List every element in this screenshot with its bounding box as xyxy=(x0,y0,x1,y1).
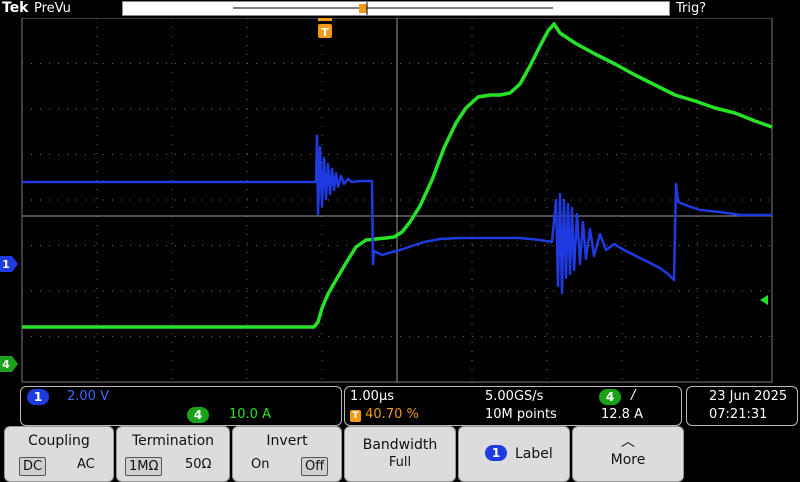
svg-text:4: 4 xyxy=(2,358,10,371)
label-text: Label xyxy=(515,446,553,462)
termination-50ohm-option[interactable]: 50Ω xyxy=(185,457,212,472)
sample-rate: 5.00GS/s xyxy=(485,389,544,404)
coupling-softkey[interactable]: Coupling DC AC xyxy=(4,426,114,482)
trigger-position-marker[interactable]: T xyxy=(318,18,332,39)
ch4-scale: 10.0 A xyxy=(229,407,271,422)
invert-off-option[interactable]: Off xyxy=(301,457,329,476)
record-length: 10M points xyxy=(485,407,557,422)
ch4-waveform xyxy=(22,22,773,329)
trigger-level: 12.8 A xyxy=(601,407,643,422)
record-view-bar[interactable] xyxy=(122,1,670,16)
ch4-badge: 4 xyxy=(187,407,209,423)
svg-text:T: T xyxy=(321,26,329,39)
trigger-position-badge: T 40.70 % xyxy=(350,407,419,422)
time: 07:21:31 xyxy=(709,407,768,422)
acquisition-status-panel[interactable]: 1.00µs T 40.70 % 5.00GS/s 10M points 4 /… xyxy=(344,386,682,426)
termination-1mohm-option[interactable]: 1MΩ xyxy=(125,457,163,476)
coupling-ac-option[interactable]: AC xyxy=(77,457,95,472)
trigger-position: 40.70 % xyxy=(365,407,419,422)
bandwidth-softkey[interactable]: Bandwidth Full xyxy=(344,426,456,482)
invert-on-option[interactable]: On xyxy=(251,457,270,472)
ch1-badge: 1 xyxy=(27,389,49,405)
ch1-scale: 2.00 V xyxy=(67,389,109,404)
label-channel-badge: 1 xyxy=(485,445,507,461)
coupling-dc-option[interactable]: DC xyxy=(19,457,47,476)
more-text: More xyxy=(610,452,646,468)
ch1-waveform xyxy=(22,134,772,295)
acquisition-mode: PreVu xyxy=(34,1,71,16)
waveform-display[interactable]: T 1 4 xyxy=(0,17,800,384)
coupling-title: Coupling xyxy=(28,433,90,449)
view-window-marker xyxy=(359,4,367,13)
trigger-source-badge: 4 xyxy=(599,389,621,405)
label-softkey[interactable]: 1 Label xyxy=(458,426,570,482)
bandwidth-value: Full xyxy=(388,455,412,470)
date: 23 Jun 2025 xyxy=(709,389,788,404)
ch4-ground-marker[interactable]: 4 xyxy=(0,356,18,372)
ch1-ground-marker[interactable]: 1 xyxy=(0,256,18,272)
trigger-slope-icon: / xyxy=(631,388,636,403)
channel-status-panel[interactable]: 1 2.00 V 4 10.0 A xyxy=(20,386,342,426)
termination-softkey[interactable]: Termination 1MΩ 50Ω xyxy=(116,426,230,482)
invert-softkey[interactable]: Invert On Off xyxy=(232,426,342,482)
date-time-panel: 23 Jun 2025 07:21:31 xyxy=(686,386,798,426)
svg-text:1: 1 xyxy=(2,258,10,271)
top-bar: Tek PreVu Trig? xyxy=(0,0,800,18)
trigger-icon: T xyxy=(350,410,361,422)
bandwidth-title: Bandwidth xyxy=(362,437,438,453)
trigger-status: Trig? xyxy=(676,1,707,16)
brand-logo: Tek xyxy=(2,0,29,16)
more-softkey[interactable]: ︿ More xyxy=(572,426,684,482)
chevron-up-icon: ︿ xyxy=(621,434,635,450)
timebase: 1.00µs xyxy=(350,389,394,404)
trigger-level-arrow xyxy=(760,295,768,305)
invert-title: Invert xyxy=(266,433,308,449)
termination-title: Termination xyxy=(131,433,215,449)
